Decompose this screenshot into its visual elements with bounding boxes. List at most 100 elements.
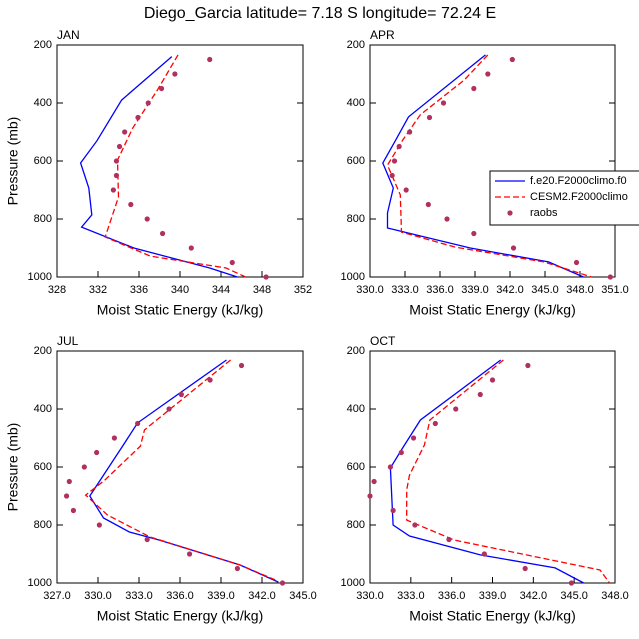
raobs-point [110, 187, 116, 193]
x-tick-label: 340 [171, 284, 189, 296]
legend-box [489, 170, 639, 226]
raobs-point [172, 71, 178, 77]
raobs-point [188, 245, 194, 251]
y-tick-label: 1000 [341, 577, 365, 589]
x-tick-label: 332 [89, 284, 107, 296]
raobs-point [453, 406, 459, 412]
x-tick-label: 339.0 [207, 590, 235, 602]
x-tick-label: 330.0 [356, 590, 384, 602]
plot-frame [369, 44, 616, 278]
x-tick-label: 336.0 [438, 590, 466, 602]
legend-marker [507, 210, 513, 216]
y-axis-label: Pressure (mb) [5, 117, 21, 206]
raobs-point [371, 478, 377, 485]
x-tick-label: 345.0 [289, 590, 317, 602]
raobs-point [94, 449, 100, 456]
y-tick-label: 1000 [341, 271, 365, 283]
raobs-point [522, 565, 528, 572]
raobs-point [396, 143, 402, 150]
raobs-point [186, 551, 193, 557]
raobs-point [135, 420, 141, 427]
raobs-point [607, 274, 613, 280]
x-tick-label: 345.0 [531, 284, 559, 296]
y-tick-label: 800 [34, 213, 52, 225]
x-tick-label: 342.0 [496, 284, 524, 296]
raobs-point [477, 391, 483, 398]
plot-frame [56, 44, 304, 278]
x-tick-label: 333.0 [397, 590, 425, 602]
x-tick-label: 339.0 [461, 284, 489, 296]
raobs-point [238, 362, 245, 369]
y-tick-label: 400 [34, 97, 52, 109]
model-line [79, 56, 238, 278]
raobs-point [158, 85, 165, 92]
raobs-point [510, 245, 517, 251]
x-tick-label: 336.0 [426, 284, 454, 296]
y-tick-label: 600 [34, 155, 52, 167]
raobs-point [159, 230, 166, 237]
x-tick-label: 342.0 [248, 590, 276, 602]
raobs-point [412, 522, 418, 528]
model-line [382, 54, 584, 278]
y-tick-label: 400 [347, 403, 365, 415]
y-axis-label: Pressure (mb) [5, 423, 21, 512]
raobs-point [426, 114, 433, 121]
panel-label: APR [370, 28, 395, 42]
x-tick-label: 345.0 [560, 590, 588, 602]
raobs-point [113, 158, 120, 164]
raobs-point [398, 449, 404, 456]
x-axis-label: Moist Static Energy (kJ/kg) [409, 608, 576, 624]
x-axis-label: Moist Static Energy (kJ/kg) [409, 302, 576, 318]
model-line [89, 359, 279, 583]
legend-label: f.e20.F2000climo.f0 [530, 175, 627, 187]
model-line [84, 359, 276, 581]
y-tick-label: 600 [34, 461, 52, 473]
y-tick-label: 1000 [28, 271, 52, 283]
raobs-point [481, 551, 487, 557]
x-tick-label: 328 [48, 284, 66, 296]
raobs-point [573, 259, 580, 266]
model-line [386, 54, 592, 278]
raobs-point [207, 377, 213, 383]
raobs-point [568, 580, 575, 586]
raobs-point [70, 507, 76, 514]
x-tick-label: 336.0 [166, 590, 194, 602]
raobs-point [410, 435, 417, 441]
raobs-point [471, 85, 477, 92]
raobs-point [403, 187, 409, 193]
y-tick-label: 200 [347, 39, 365, 51]
x-tick-label: 330.0 [356, 284, 384, 296]
y-tick-label: 800 [347, 519, 365, 531]
raobs-point [166, 406, 172, 412]
raobs-point [485, 71, 491, 77]
model-line [104, 54, 246, 278]
model-line [389, 359, 585, 584]
raobs-point [111, 435, 117, 441]
x-tick-label: 327.0 [43, 590, 71, 602]
y-tick-label: 800 [347, 213, 365, 225]
raobs-point [389, 172, 395, 179]
model-line [406, 359, 611, 584]
raobs-point [425, 201, 431, 208]
raobs-point [525, 362, 531, 369]
x-tick-label: 336 [130, 284, 148, 296]
y-tick-label: 200 [34, 39, 52, 51]
chart-title: Diego_Garcia latitude= 7.18 S longitude=… [144, 5, 496, 22]
x-axis-label: Moist Static Energy (kJ/kg) [97, 302, 264, 318]
raobs-point [66, 478, 72, 485]
x-tick-label: 339.0 [479, 590, 507, 602]
x-tick-label: 333.0 [391, 284, 419, 296]
raobs-point [81, 464, 87, 470]
x-tick-label: 333.0 [125, 590, 153, 602]
y-tick-label: 800 [34, 519, 52, 531]
x-tick-label: 352 [294, 284, 312, 296]
raobs-point [446, 536, 452, 543]
panel-label: JUL [57, 334, 79, 348]
raobs-point [444, 216, 450, 222]
raobs-point [263, 274, 269, 280]
x-tick-label: 344 [212, 284, 230, 296]
raobs-point [116, 143, 123, 150]
raobs-point [279, 580, 286, 586]
raobs-point [144, 536, 150, 543]
